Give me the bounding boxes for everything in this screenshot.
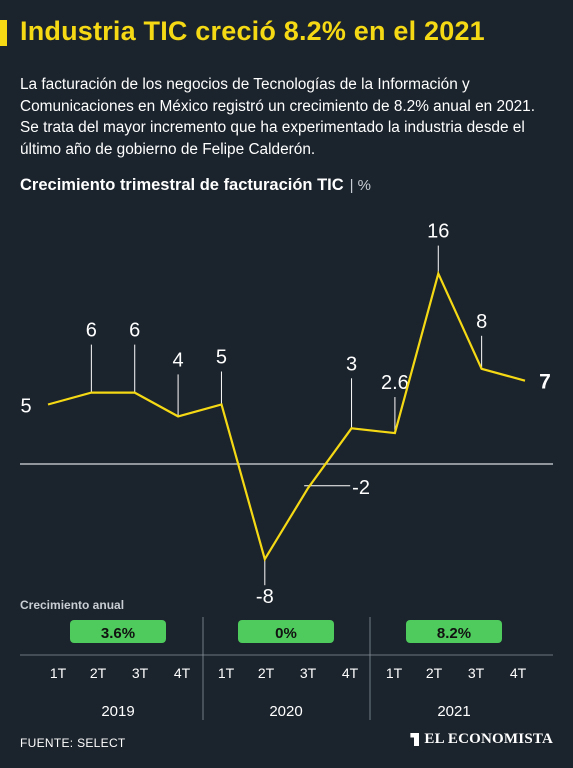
annual-growth-value: 8.2% [437,625,471,642]
x-tick-label: 3T [132,665,149,681]
data-label: 16 [427,221,449,243]
data-label: -2 [352,477,370,499]
x-tick-label: 3T [468,665,485,681]
annual-growth-badge [406,620,502,643]
x-tick-label: 4T [510,665,527,681]
chart-unit: % [357,177,371,194]
data-label: 4 [173,349,184,371]
title-accent-bar [0,20,7,46]
x-tick-label: 2T [90,665,107,681]
annual-growth-badge [238,620,334,643]
year-label: 2020 [269,703,302,720]
brand-logo: EL ECONOMISTA [410,731,553,748]
x-tick-label: 4T [174,665,191,681]
chart-heading: Crecimiento trimestral de facturación TI… [20,176,371,195]
data-label-final: 7 [539,371,551,394]
data-label: 2.6 [381,372,409,394]
x-tick-label: 2T [258,665,275,681]
brand-logo-text: EL ECONOMISTA [424,731,553,747]
data-label: 8 [476,311,487,333]
data-label: 6 [86,320,97,342]
x-tick-label: 3T [300,665,317,681]
annual-growth-label: Crecimiento anual [20,598,124,612]
series-line [47,270,526,562]
data-label: 5 [216,347,227,369]
year-label: 2021 [437,703,470,720]
annual-growth-value: 0% [275,625,297,642]
brand-logo-mark [410,733,420,746]
x-tick-label: 2T [426,665,443,681]
x-tick-label: 1T [218,665,235,681]
x-tick-label: 1T [50,665,67,681]
source-note: FUENTE: SELECT [20,736,126,750]
x-tick-label: 1T [386,665,403,681]
annual-growth-badge [70,620,166,643]
page-title: Industria TIC creció 8.2% en el 2021 [20,16,485,46]
annual-growth-value: 3.6% [101,625,135,642]
data-label: -8 [256,586,274,608]
data-label: 5 [20,396,31,418]
lede-paragraph: La facturación de los negocios de Tecnol… [20,76,536,158]
data-label: 3 [346,353,357,375]
chart-title-separator: | [349,177,354,194]
year-label: 2019 [101,703,134,720]
chart-title: Crecimiento trimestral de facturación TI… [20,176,344,194]
data-label: 6 [129,320,140,342]
x-tick-label: 4T [342,665,359,681]
